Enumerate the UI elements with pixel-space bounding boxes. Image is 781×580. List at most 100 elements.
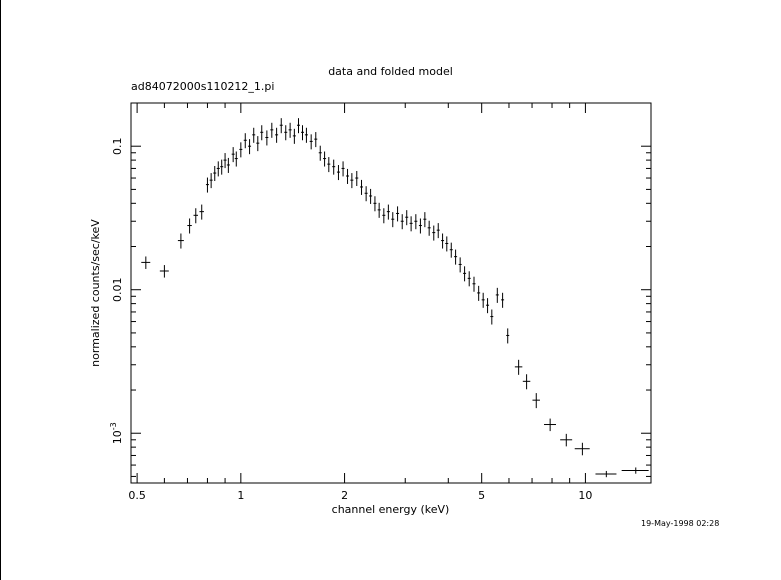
data-point <box>159 265 169 278</box>
data-point <box>423 212 427 228</box>
y-axis-label: normalized counts/sec/keV <box>89 219 102 367</box>
y-tick-label: 10-3 <box>109 422 124 444</box>
data-point <box>481 292 485 308</box>
y-tick-label: 0.1 <box>111 137 124 155</box>
data-point <box>205 177 209 193</box>
data-point <box>463 266 467 282</box>
data-point <box>243 133 247 149</box>
data-point <box>445 236 449 252</box>
data-point <box>544 418 557 432</box>
data-point <box>396 206 400 222</box>
data-point <box>252 127 256 143</box>
y-tick-label: 0.01 <box>111 277 124 302</box>
data-point <box>532 393 540 409</box>
chart-title: data and folded model <box>328 65 453 78</box>
axis-tick-labels: 0.5 1 2 5 10 0.1 0.01 10-3 <box>109 137 592 502</box>
data-point <box>501 292 505 308</box>
data-point <box>265 130 269 146</box>
data-point <box>350 173 354 189</box>
data-point <box>369 188 373 204</box>
data-point <box>477 285 481 301</box>
data-point <box>318 145 322 161</box>
data-point <box>187 218 192 234</box>
x-tick-label: 10 <box>578 489 592 502</box>
data-point <box>279 118 283 134</box>
data-point <box>341 161 345 177</box>
data-point <box>432 225 436 241</box>
data-point <box>226 157 230 173</box>
data-point <box>405 210 409 226</box>
data-point <box>414 214 418 230</box>
data-point <box>560 433 573 447</box>
data-point <box>256 136 260 152</box>
data-point <box>377 202 381 218</box>
data-point <box>199 204 204 220</box>
plot-timestamp: 19-May-1998 02:28 <box>641 519 720 528</box>
data-point <box>449 242 453 258</box>
x-tick-label: 0.5 <box>128 489 146 502</box>
data-point <box>220 159 224 175</box>
data-point <box>506 328 510 344</box>
chart-subtitle: ad84072000s110212_1.pi <box>131 80 275 93</box>
x-tick-label: 5 <box>478 489 485 502</box>
data-point <box>260 125 264 141</box>
data-point <box>209 173 213 189</box>
data-point <box>621 467 649 474</box>
data-point <box>386 204 390 220</box>
data-point <box>284 125 288 141</box>
data-point <box>234 151 238 167</box>
data-point <box>514 359 523 375</box>
data-point <box>332 159 336 175</box>
window-left-border <box>0 0 1 580</box>
data-point <box>296 118 300 134</box>
data-point <box>595 470 617 478</box>
data-point <box>382 208 386 224</box>
data-point <box>495 287 499 303</box>
data-point <box>216 161 220 177</box>
data-point <box>223 153 227 169</box>
data-point <box>458 257 462 273</box>
x-axis-label: channel energy (keV) <box>331 503 450 516</box>
data-point <box>355 170 359 187</box>
data-point <box>400 214 404 230</box>
data-point <box>141 256 151 269</box>
data-point <box>472 276 476 292</box>
data-point <box>436 223 440 239</box>
data-point <box>441 233 445 249</box>
data-point <box>248 139 252 155</box>
data-point <box>486 298 490 314</box>
data-point <box>193 208 199 224</box>
data-point <box>304 127 308 143</box>
data-point <box>454 249 458 265</box>
data-point <box>574 442 590 456</box>
data-point <box>467 271 471 287</box>
data-point <box>409 216 413 232</box>
data-point <box>309 134 313 150</box>
data-point <box>213 165 217 182</box>
x-tick-label: 2 <box>341 489 348 502</box>
data-point <box>239 142 243 158</box>
y-tick-exponent: -3 <box>109 422 118 430</box>
axis-ticks <box>131 102 651 483</box>
data-point <box>346 168 350 184</box>
data-point <box>391 212 395 228</box>
data-point <box>522 374 531 390</box>
data-point <box>323 151 327 167</box>
data-point <box>314 132 318 148</box>
data-point <box>360 179 364 195</box>
x-tick-label: 1 <box>237 489 244 502</box>
data-point <box>490 309 494 325</box>
data-point <box>364 186 368 202</box>
data-point <box>292 128 296 144</box>
data-point <box>327 157 331 173</box>
data-point <box>418 218 422 234</box>
data-point <box>270 122 274 138</box>
data-point <box>301 125 304 141</box>
data-point <box>275 127 279 143</box>
data-point <box>288 122 292 138</box>
data-point <box>231 147 235 163</box>
data-point <box>373 196 377 212</box>
data-points <box>141 118 649 478</box>
plot-frame <box>130 102 652 484</box>
